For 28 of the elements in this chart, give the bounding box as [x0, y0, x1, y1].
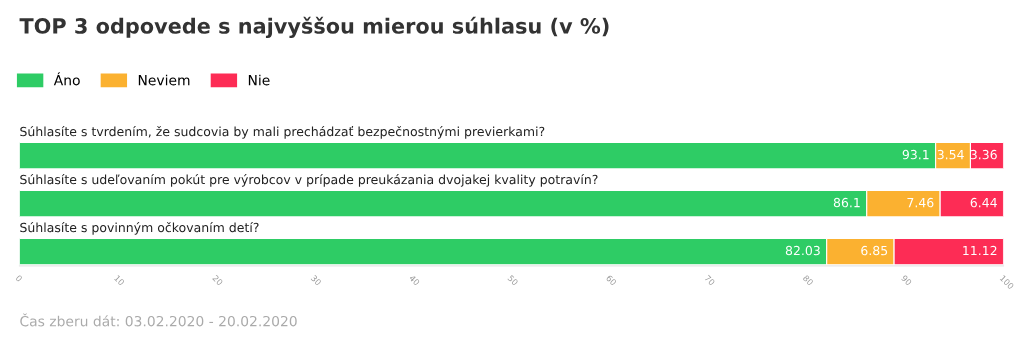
- data-label: 86.1: [833, 197, 860, 208]
- x-tick-label: 50: [507, 274, 519, 286]
- data-label: 7.46: [907, 197, 934, 208]
- x-tick-label: 80: [802, 274, 814, 286]
- data-label: 6.44: [970, 197, 997, 208]
- data-label: 93.1: [902, 149, 929, 160]
- x-tick-label: 40: [408, 274, 421, 286]
- legend-label: Áno: [53, 72, 80, 86]
- text: Čas zberu dát: 03.02.2020 - 20.02.2020: [20, 313, 297, 327]
- data-label: 11.12: [963, 245, 997, 256]
- x-tick-label: 60: [605, 274, 617, 286]
- chart-title: TOP 3 odpovede s najvyššou mierou súhlasu (v %): [19, 16, 609, 39]
- legend-label: Neviem: [138, 74, 190, 86]
- y-tick-label: Súhlasíte s povinným očkovaním detí?: [20, 222, 259, 235]
- data-label: 6.85: [861, 245, 888, 256]
- x-tick-label: 10: [113, 274, 125, 286]
- data-label: 3.36: [970, 149, 997, 160]
- x-tick-label: 70: [704, 274, 716, 286]
- x-tick-label: 0: [15, 274, 23, 283]
- y-tick-label: Súhlasíte s tvrdením, že sudcovia by mali prechádzať bezpečnostnými previerkami?: [20, 125, 545, 139]
- data-label: 3.54: [937, 149, 964, 160]
- x-tick-label: 30: [310, 274, 322, 286]
- x-tick-label: 20: [212, 274, 224, 286]
- x-tick-label: 90: [900, 274, 913, 286]
- y-tick-label: Súhlasíte s udeľovaním pokút pre výrobcov v prípade preukázania dvojakej kvality potravín?: [20, 174, 598, 187]
- x-tick-label: 100: [999, 274, 1015, 290]
- legend-label: Nie: [248, 74, 270, 86]
- data-label: 82.03: [785, 245, 820, 256]
